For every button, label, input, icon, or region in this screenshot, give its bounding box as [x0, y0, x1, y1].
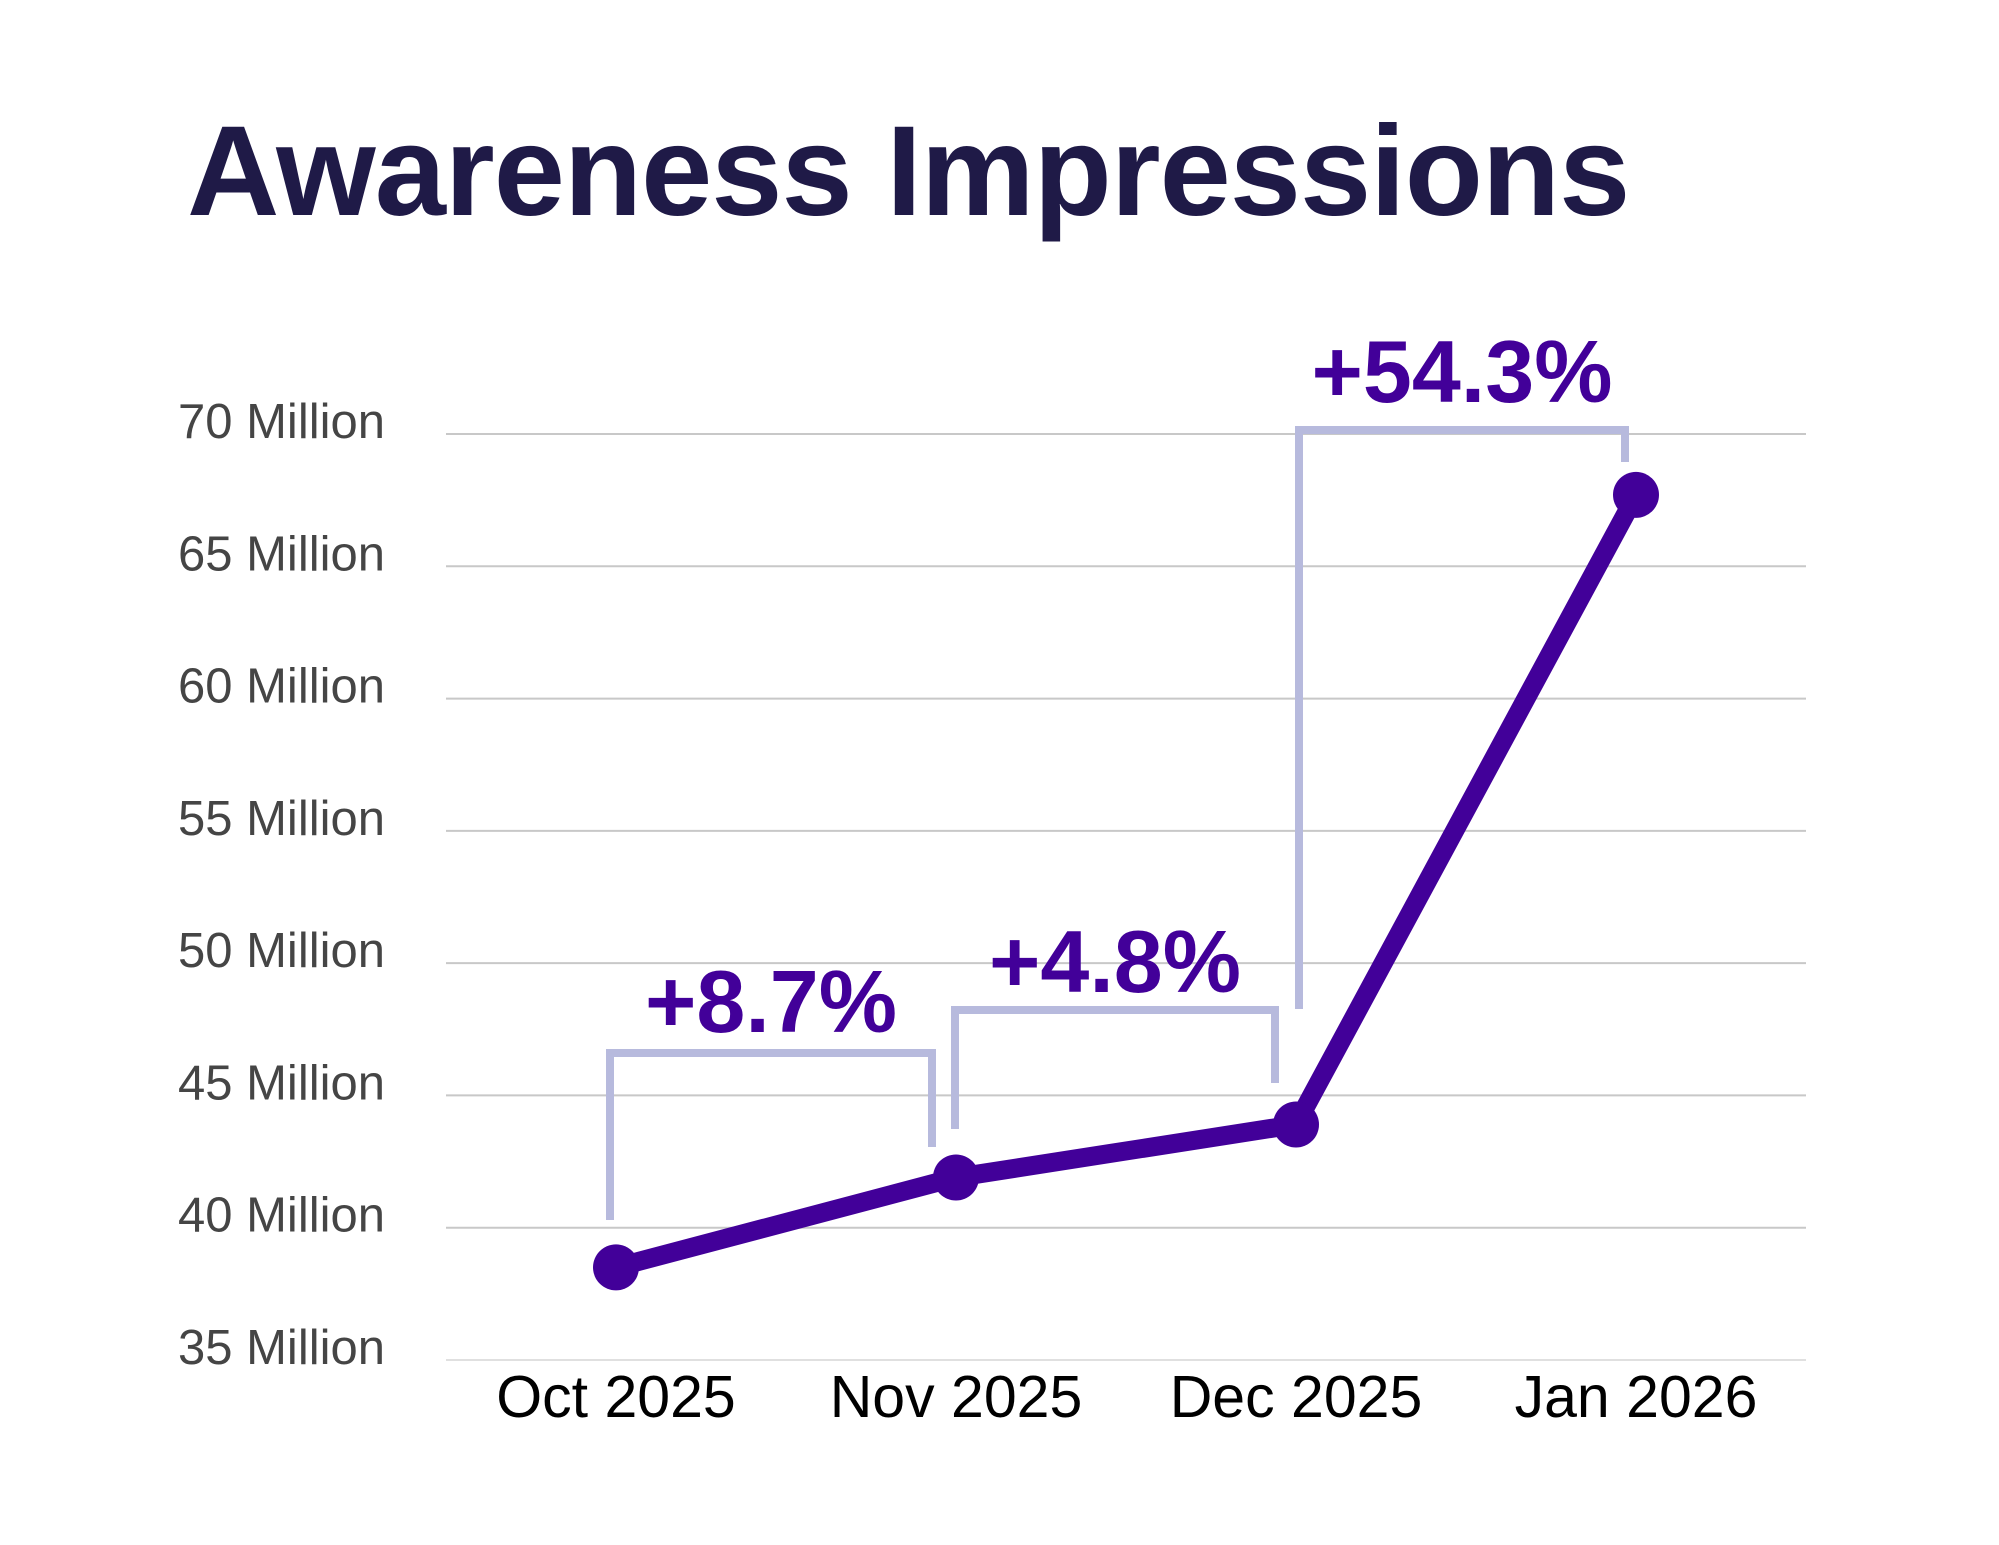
x-tick-label: Jan 2026	[1515, 1364, 1758, 1430]
y-tick-label: 70 Million	[178, 395, 385, 449]
x-axis-ticks: Oct 2025 Nov 2025 Dec 2025 Jan 2026	[496, 1364, 1757, 1430]
chart-title: Awareness Impressions	[187, 100, 1630, 243]
data-point	[933, 1154, 979, 1201]
change-bracket	[951, 1006, 1279, 1129]
x-tick-label: Oct 2025	[496, 1364, 735, 1430]
change-label: +8.7%	[645, 952, 897, 1051]
y-tick-label: 55 Million	[178, 792, 385, 846]
data-point	[1273, 1101, 1319, 1148]
change-brackets	[606, 426, 1629, 1220]
change-label: +4.8%	[989, 912, 1241, 1011]
change-labels: +8.7% +4.8% +54.3%	[645, 322, 1612, 1051]
y-tick-label: 35 Million	[178, 1321, 385, 1375]
series-line	[606, 485, 1646, 1277]
data-point	[593, 1244, 639, 1291]
y-tick-label: 40 Million	[178, 1189, 385, 1243]
y-tick-label: 65 Million	[178, 527, 385, 581]
y-axis-ticks: 35 Million 40 Million 45 Million 50 Million…	[178, 395, 385, 1375]
change-bracket	[606, 1049, 936, 1220]
x-tick-label: Nov 2025	[830, 1364, 1083, 1430]
x-tick-label: Dec 2025	[1170, 1364, 1423, 1430]
y-tick-label: 50 Million	[178, 924, 385, 978]
change-bracket	[1295, 426, 1629, 1009]
data-point	[1613, 471, 1659, 518]
change-label: +54.3%	[1312, 322, 1613, 421]
data-points	[593, 471, 1659, 1291]
y-tick-label: 45 Million	[178, 1056, 385, 1110]
series-line-path	[606, 485, 1646, 1277]
gridlines	[446, 433, 1806, 1361]
y-tick-label: 60 Million	[178, 660, 385, 714]
